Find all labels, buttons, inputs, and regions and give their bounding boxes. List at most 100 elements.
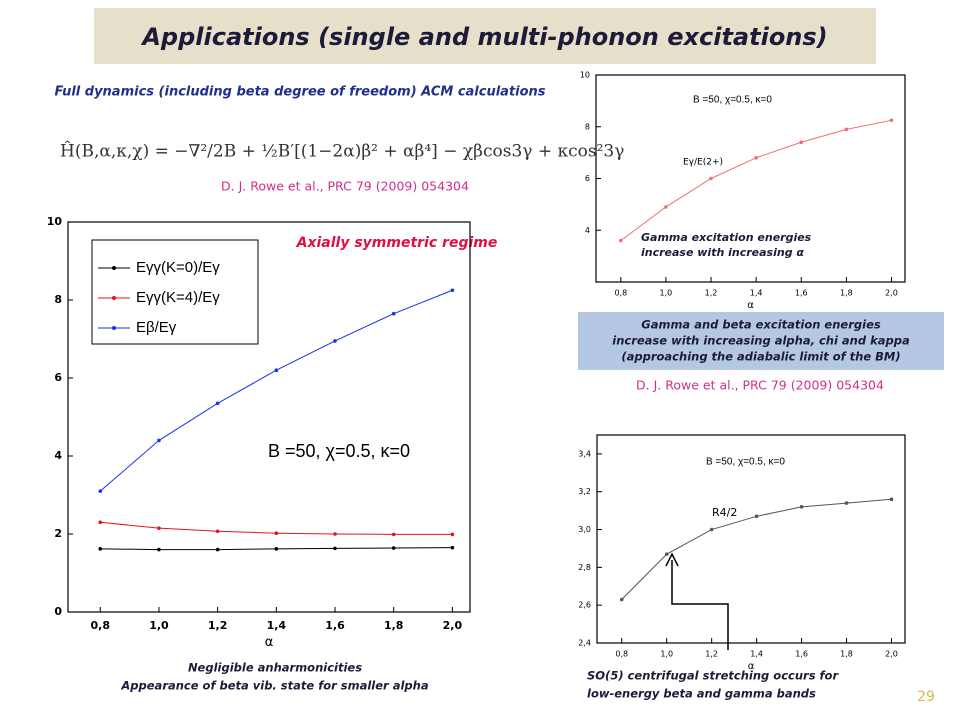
legend-marker xyxy=(112,296,116,300)
data-point xyxy=(215,547,220,552)
y-tick-label: 3,4 xyxy=(578,449,591,458)
legend-label: Eγγ(K=4)/Eγ xyxy=(136,289,220,306)
data-point xyxy=(157,526,161,530)
x-tick-label: 1,4 xyxy=(267,619,287,632)
data-point xyxy=(799,505,804,509)
data-point xyxy=(889,118,894,123)
data-point xyxy=(709,176,713,181)
y-tick-label: 3,2 xyxy=(578,487,591,496)
curve-label: Eγ/E(2+) xyxy=(683,158,723,168)
y-tick-label: 10 xyxy=(47,215,63,228)
note-line: (approaching the adiabalic limit of the … xyxy=(621,350,900,364)
data-point xyxy=(754,514,759,519)
data-point xyxy=(274,531,279,536)
formula: Ĥ(B,α,κ,χ) = −∇²/2B + ½B′[(1−2α)β² + αβ⁴… xyxy=(60,141,624,162)
chart-caption: Gamma excitation energies xyxy=(641,231,812,244)
data-point xyxy=(274,547,279,551)
y-tick-label: 2,4 xyxy=(578,639,591,648)
data-point xyxy=(754,156,758,160)
x-axis-label: α xyxy=(748,661,755,672)
y-tick-label: 2,8 xyxy=(578,563,591,572)
x-tick-label: 0,8 xyxy=(614,289,627,298)
reference: D. J. Rowe et al., PRC 79 (2009) 054304 xyxy=(636,378,884,393)
pointer xyxy=(671,560,729,650)
x-tick-label: 1,2 xyxy=(208,619,228,632)
data-point xyxy=(709,527,714,532)
annotation: B =50, χ=0.5, κ=0 xyxy=(706,457,785,468)
y-tick-label: 8 xyxy=(585,122,590,131)
data-point xyxy=(274,368,279,373)
page-number: 29 xyxy=(917,689,935,705)
y-tick-label: 3,0 xyxy=(578,525,591,534)
data-point xyxy=(391,311,396,316)
data-point xyxy=(215,401,220,406)
slide-title: Applications (single and multi-phonon ex… xyxy=(140,23,827,51)
data-point xyxy=(450,545,455,550)
plot-frame xyxy=(596,434,906,644)
data-point xyxy=(799,140,804,145)
annotation: B =50, χ=0.5, κ=0 xyxy=(268,441,410,461)
title-band xyxy=(94,8,876,64)
note-box xyxy=(578,312,944,370)
data-point xyxy=(333,532,337,536)
legend-marker xyxy=(112,326,116,330)
chart-caption: increase with increasing α xyxy=(641,246,804,259)
caption-line: SO(5) centrifugal stretching occurs for xyxy=(587,669,839,683)
y-tick-label: 2 xyxy=(54,527,62,540)
x-tick-label: 1,0 xyxy=(149,619,169,632)
caption-line: Appearance of beta vib. state for smalle… xyxy=(120,679,428,693)
x-tick-label: 1,6 xyxy=(795,650,808,659)
series-line xyxy=(621,498,892,600)
caption-line: Negligible anharmonicities xyxy=(188,661,362,675)
data-point xyxy=(619,597,624,602)
x-axis-label: α xyxy=(265,635,274,650)
data-point xyxy=(333,339,337,343)
legend-label: Eγγ(K=0)/Eγ xyxy=(136,259,220,276)
data-point xyxy=(844,127,849,132)
x-tick-label: 2,0 xyxy=(443,619,463,632)
y-tick-label: 0 xyxy=(54,605,62,618)
x-tick-label: 1,6 xyxy=(325,619,345,632)
plot-frame xyxy=(67,221,471,613)
caption-line: low-energy beta and gamma bands xyxy=(587,687,816,701)
legend-label: Eβ/Eγ xyxy=(136,319,177,336)
y-tick-label: 8 xyxy=(54,293,62,306)
data-point xyxy=(215,529,220,534)
data-point xyxy=(664,205,668,209)
data-point xyxy=(98,489,103,493)
x-tick-label: 1,2 xyxy=(705,289,718,298)
data-point xyxy=(157,438,161,443)
data-point xyxy=(98,547,103,551)
series-line xyxy=(620,119,892,242)
x-tick-label: 1,2 xyxy=(705,650,718,659)
y-tick-label: 2,6 xyxy=(578,601,591,610)
x-tick-label: 1,8 xyxy=(840,650,853,659)
x-tick-label: 1,4 xyxy=(750,289,763,298)
legend-marker xyxy=(112,266,116,270)
x-tick-label: 1,6 xyxy=(795,289,808,298)
annotation: B =50, χ=0.5, κ=0 xyxy=(693,95,772,106)
x-tick-label: 2,0 xyxy=(885,650,898,659)
reference: D. J. Rowe et al., PRC 79 (2009) 054304 xyxy=(221,179,469,194)
legend-box xyxy=(91,239,259,345)
x-tick-label: 1,8 xyxy=(384,619,404,632)
y-tick-label: 4 xyxy=(585,226,590,235)
data-point xyxy=(157,547,161,552)
note-line: Gamma and beta excitation energies xyxy=(641,318,881,332)
data-point xyxy=(98,520,103,525)
x-tick-label: 0,8 xyxy=(91,619,111,632)
curve-label: R4/2 xyxy=(712,506,737,519)
y-tick-label: 6 xyxy=(54,371,62,384)
pointer-head xyxy=(665,552,679,567)
data-point xyxy=(450,288,455,293)
y-tick-label: 10 xyxy=(580,71,590,80)
x-tick-label: 0,8 xyxy=(615,650,628,659)
x-axis-label: α xyxy=(747,300,754,311)
data-point xyxy=(889,497,894,502)
data-point xyxy=(619,238,623,243)
data-point xyxy=(450,532,455,537)
x-tick-label: 1,8 xyxy=(840,289,853,298)
regime-label: Axially symmetric regime xyxy=(296,235,498,251)
x-tick-label: 2,0 xyxy=(885,289,898,298)
